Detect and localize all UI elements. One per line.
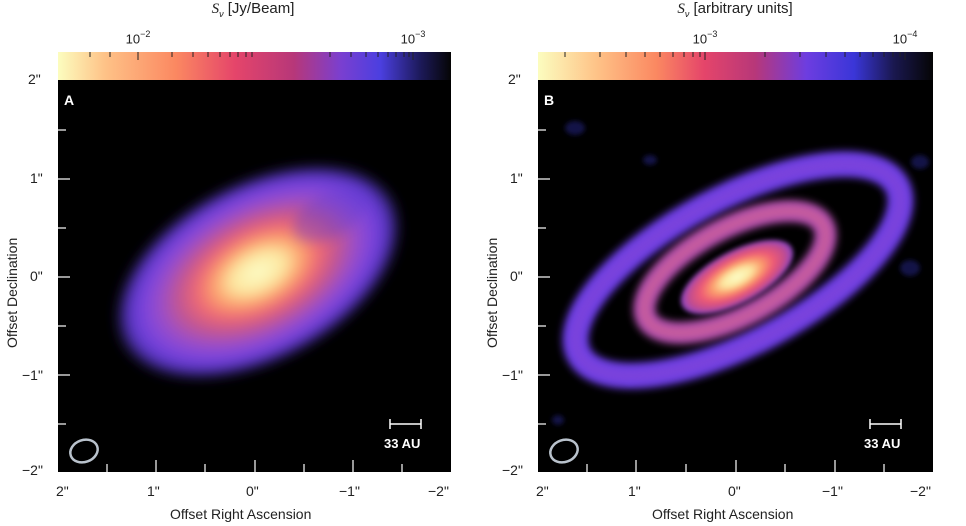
x-tick-label: 0" (728, 483, 741, 499)
tick-marks-b (538, 129, 885, 472)
x-tick-label: −2" (910, 483, 931, 499)
x-tick-label: 1" (147, 483, 160, 499)
colorbar-title-b: Sν [arbitrary units] (677, 0, 793, 19)
x-axis-title-b: Offset Right Ascension (652, 506, 794, 522)
colorbar-tick-label: 10−3 (400, 29, 426, 47)
x-tick-label: 1" (628, 483, 641, 499)
y-tick-label: 2" (28, 71, 41, 87)
scale-bar-label-a: 33 AU (384, 436, 421, 451)
x-tick-label: 2" (536, 483, 549, 499)
y-axis-title-b: Offset Declination (484, 237, 500, 348)
colorbar-b (538, 52, 933, 80)
scale-bar-b (869, 419, 902, 429)
x-tick-label: −1" (822, 483, 843, 499)
panel-b-graphics (538, 52, 933, 472)
panel-a-graphics (58, 52, 451, 472)
y-tick-label: 0" (30, 268, 43, 284)
y-axis-title-a: Offset Declination (4, 237, 20, 348)
colorbar-a (58, 52, 451, 80)
beam-ellipse-icon (549, 438, 579, 464)
colorbar-ticks-b (564, 52, 906, 60)
colorbar-ticks-a (89, 52, 414, 60)
colorbar-tick-label: 10−2 (125, 29, 151, 47)
y-tick-label: 0" (510, 268, 523, 284)
panel-label-b: B (544, 92, 555, 108)
colorbar-title-a: Sν [Jy/Beam] (211, 0, 295, 19)
x-axis-title-a: Offset Right Ascension (170, 506, 312, 522)
y-tick-label: −1" (22, 367, 43, 383)
y-tick-label: −2" (502, 462, 523, 478)
x-tick-label: −2" (428, 483, 449, 499)
x-tick-label: 2" (56, 483, 69, 499)
y-tick-label: 2" (508, 71, 521, 87)
colorbar-tick-label: 10−3 (692, 29, 718, 47)
y-tick-label: −1" (502, 367, 523, 383)
colorbar-tick-label: 10−4 (892, 29, 918, 47)
y-tick-label: 1" (30, 170, 43, 186)
y-tick-label: −2" (22, 462, 43, 478)
x-tick-label: 0" (246, 483, 259, 499)
panel-label-a: A (64, 92, 75, 108)
scale-bar-label-b: 33 AU (864, 436, 901, 451)
core-emission-b (680, 239, 794, 315)
y-tick-label: 1" (510, 170, 523, 186)
beam-ellipse-icon (69, 438, 99, 464)
tick-marks-a (58, 129, 403, 472)
x-tick-label: −1" (339, 483, 360, 499)
scale-bar-a (389, 419, 422, 429)
